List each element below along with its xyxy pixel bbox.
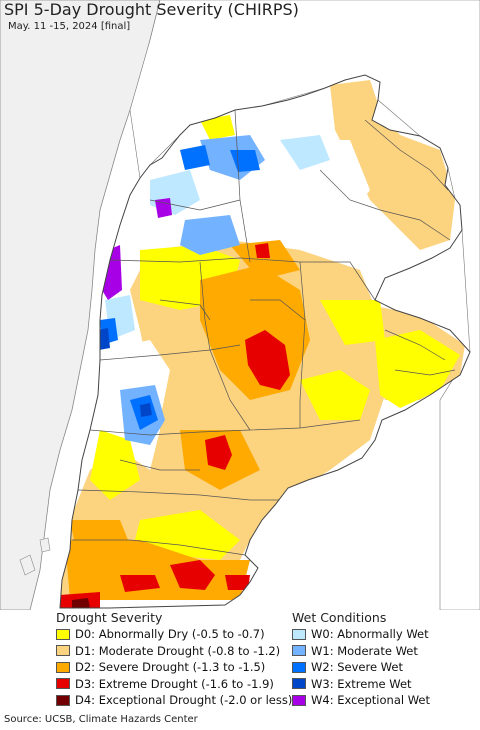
map-subtitle: May. 11 -15, 2024 [final] bbox=[8, 21, 131, 32]
drought-legend-label: D0: Abnormally Dry (-0.5 to -0.7) bbox=[75, 627, 265, 641]
wet-swatch bbox=[292, 661, 306, 673]
drought-legend-title: Drought Severity bbox=[56, 610, 163, 625]
wet-legend-label: W1: Moderate Wet bbox=[311, 643, 418, 658]
source-text: Source: UCSB, Climate Hazards Center bbox=[4, 714, 198, 725]
wet-legend-label: W4: Exceptional Wet bbox=[311, 693, 430, 707]
legend: Drought Severity Wet Conditions D0: Abno… bbox=[0, 610, 480, 710]
drought-legend-label: D4: Exceptional Drought (-2.0 or less) bbox=[75, 693, 293, 707]
drought-legend-item: D2: Severe Drought (-1.3 to -1.5) bbox=[56, 659, 265, 675]
wet-swatch bbox=[292, 628, 306, 640]
wet-legend-label: W3: Extreme Wet bbox=[311, 676, 412, 691]
drought-swatch bbox=[56, 661, 70, 673]
map-title: SPI 5-Day Drought Severity (CHIRPS) bbox=[4, 0, 299, 19]
drought-legend-label: D2: Severe Drought (-1.3 to -1.5) bbox=[75, 660, 266, 674]
drought-map bbox=[0, 0, 480, 610]
drought-legend-label: D1: Moderate Drought (-0.8 to -1.2) bbox=[75, 643, 281, 658]
wet-swatch bbox=[292, 678, 306, 689]
wet-legend-item: W3: Extreme Wet bbox=[292, 676, 412, 692]
wet-legend-item: W0: Abnormally Wet bbox=[292, 626, 429, 642]
drought-legend-item: D3: Extreme Drought (-1.6 to -1.9) bbox=[56, 676, 274, 692]
drought-legend-item: D4: Exceptional Drought (-2.0 or less) bbox=[56, 692, 292, 708]
wet-legend-label: W0: Abnormally Wet bbox=[311, 627, 429, 641]
wet-legend-label: W2: Severe Wet bbox=[311, 660, 403, 674]
wet-legend-item: W2: Severe Wet bbox=[292, 659, 403, 675]
wet-legend-item: W4: Exceptional Wet bbox=[292, 692, 430, 708]
drought-swatch bbox=[56, 628, 70, 640]
drought-swatch bbox=[56, 678, 70, 689]
drought-swatch bbox=[56, 694, 70, 706]
drought-legend-item: D0: Abnormally Dry (-0.5 to -0.7) bbox=[56, 626, 265, 642]
wet-swatch bbox=[292, 645, 306, 656]
drought-legend-label: D3: Extreme Drought (-1.6 to -1.9) bbox=[75, 676, 274, 691]
drought-swatch bbox=[56, 645, 70, 656]
wet-legend-title: Wet Conditions bbox=[292, 610, 387, 625]
wet-swatch bbox=[292, 694, 306, 706]
wet-legend-item: W1: Moderate Wet bbox=[292, 643, 418, 659]
drought-legend-item: D1: Moderate Drought (-0.8 to -1.2) bbox=[56, 643, 280, 659]
